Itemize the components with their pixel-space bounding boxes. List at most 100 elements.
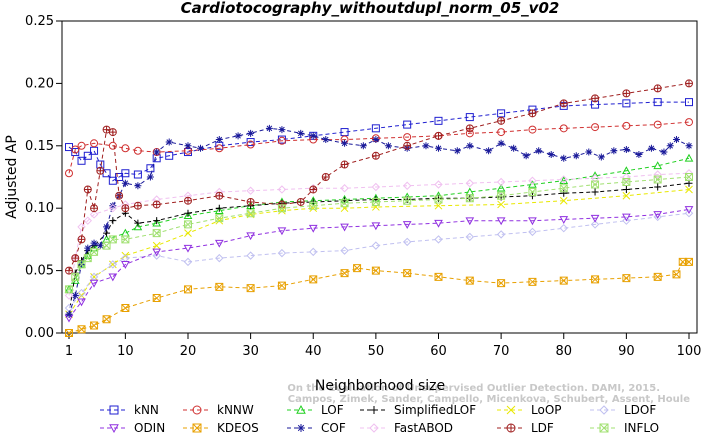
data-point-ldof: [371, 241, 381, 250]
data-point-inflo: [108, 235, 117, 244]
data-point-odin: [653, 211, 663, 219]
data-point-cof: [572, 152, 580, 160]
legend-item-ldof: LDOF: [590, 403, 656, 417]
data-point-cof: [647, 144, 655, 152]
data-point-ldf: [685, 79, 694, 88]
data-point-loop: [184, 229, 192, 238]
data-point-cof: [660, 148, 668, 156]
series-line-knn: [68, 101, 689, 182]
data-point-cof: [341, 139, 349, 147]
data-point-simplifiedlof: [215, 204, 223, 212]
data-point-knnw: [653, 120, 662, 129]
data-point-knn: [371, 124, 380, 133]
watermark: Campos, Zimek, Sander, Campello, Micenko…: [287, 383, 690, 405]
data-point-odin: [152, 248, 162, 257]
legend-item-inflo: INFLO: [590, 421, 659, 435]
y-tick-label: 0.10: [25, 201, 54, 216]
data-point-knnw: [591, 123, 600, 132]
legend-label-fastabod: FastABOD: [394, 421, 453, 434]
data-point-cof: [522, 152, 530, 160]
data-point-odin: [622, 213, 631, 222]
data-point-ldof: [622, 216, 631, 225]
data-point-knnw: [497, 128, 506, 137]
data-point-kdeos: [121, 304, 130, 313]
data-point-ldf: [108, 128, 117, 137]
data-point-kdeos: [622, 274, 631, 283]
data-point-knn: [133, 170, 142, 179]
data-point-knn: [165, 151, 174, 160]
series-line-kdeos: [68, 261, 689, 334]
x-axis: 1 10 20 30 40 50 60 70 80 90 100: [62, 332, 702, 359]
legend-label-loop: LoOP: [531, 403, 562, 417]
data-point-ldof: [590, 220, 600, 229]
data-point-cof: [265, 124, 273, 132]
data-point-lof: [496, 183, 506, 192]
data-point-inflo: [71, 272, 80, 281]
y-tick-label: 0.20: [25, 76, 54, 91]
data-point-inflo: [340, 199, 349, 208]
data-point-simplifiedlof: [184, 209, 192, 217]
data-point-knnw: [108, 141, 117, 150]
data-point-odin: [496, 217, 506, 226]
data-point-cof: [685, 142, 693, 150]
data-point-odin: [246, 232, 255, 241]
data-point-fastabod: [653, 170, 662, 179]
data-point-knn: [403, 120, 412, 129]
data-point-fastabod: [246, 186, 255, 195]
legend-label-knnw: kNNW: [217, 403, 254, 417]
data-point-inflo: [591, 180, 600, 189]
data-point-knn: [622, 99, 631, 108]
data-point-inflo: [559, 184, 568, 193]
legend-label-inflo: INFLO: [624, 421, 659, 434]
data-point-ldf: [90, 204, 99, 213]
series-inflo: [65, 173, 693, 294]
data-point-cof: [510, 144, 518, 152]
x-tick-label: 30: [242, 344, 259, 359]
data-point-ldof: [496, 230, 506, 239]
data-point-ldof: [684, 208, 694, 218]
legend-marker-ldof: [599, 405, 609, 415]
data-point-fastabod: [559, 175, 568, 184]
data-point-ldf: [321, 173, 330, 181]
legend-marker-lof: [296, 404, 306, 414]
legend-item-odin: ODIN: [100, 421, 165, 435]
data-point-knn: [465, 113, 474, 122]
data-point-knnw: [121, 144, 130, 153]
data-point-simplifiedlof: [622, 185, 630, 193]
data-point-cof: [672, 136, 680, 144]
data-point-odin: [371, 222, 381, 231]
data-point-fastabod: [465, 179, 475, 188]
data-point-cof: [153, 148, 161, 156]
data-point-cof: [547, 151, 555, 159]
data-point-kdeos: [65, 329, 73, 337]
data-point-loop: [622, 191, 631, 200]
data-point-cof: [359, 142, 367, 150]
series-line-ldf: [68, 82, 690, 271]
data-point-loop: [108, 260, 117, 269]
data-point-ldf: [183, 196, 192, 205]
data-point-inflo: [622, 177, 631, 186]
data-point-cof: [384, 142, 392, 150]
data-point-knn: [653, 98, 662, 107]
data-point-fastabod: [340, 184, 349, 193]
legend-item-knnw: kNNW: [183, 403, 254, 417]
data-point-cof: [90, 239, 98, 247]
data-point-knnw: [528, 125, 537, 134]
legend-marker-odin: [109, 424, 119, 434]
data-point-kdeos: [90, 321, 99, 330]
data-point-lof: [133, 222, 143, 231]
data-point-ldof: [77, 288, 86, 298]
plot-frame: [61, 20, 698, 334]
data-point-cof: [666, 142, 674, 150]
data-point-knn: [685, 98, 693, 107]
data-point-cof: [434, 144, 442, 152]
x-tick-label: 100: [677, 344, 702, 359]
data-point-fastabod: [77, 222, 86, 232]
data-point-simplifiedlof: [134, 219, 142, 227]
data-point-ldof: [277, 248, 287, 258]
data-point-knn: [121, 169, 130, 178]
series-odin: [64, 206, 694, 323]
data-point-fastabod: [496, 177, 506, 187]
data-point-cof: [466, 142, 474, 150]
data-point-fastabod: [89, 210, 99, 219]
